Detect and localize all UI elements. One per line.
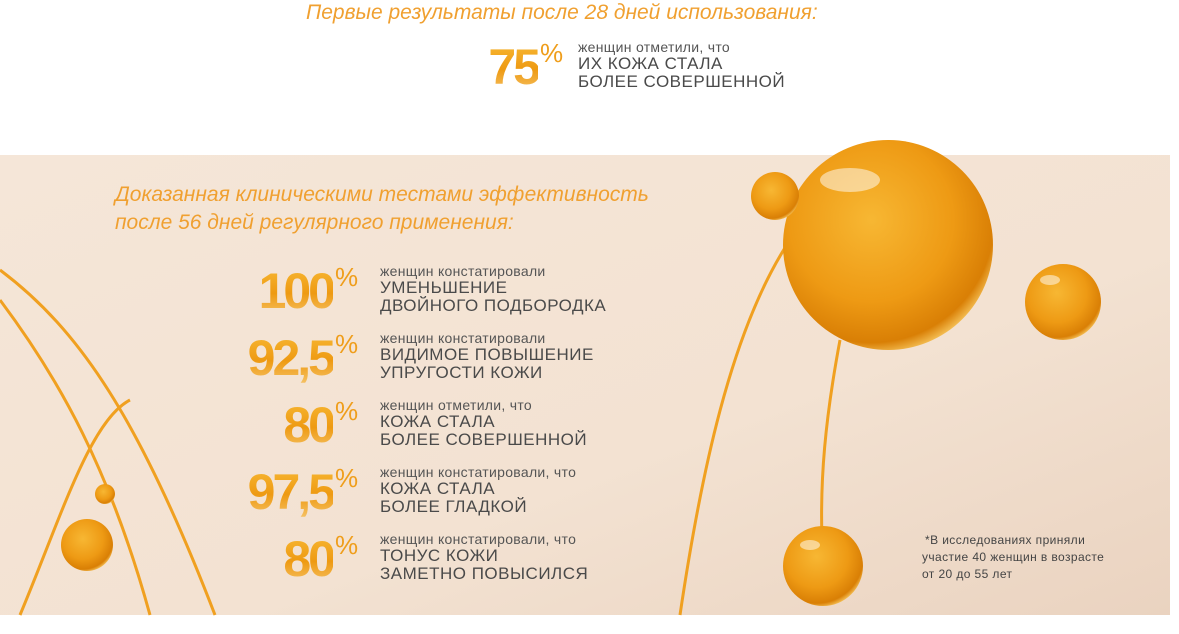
stat-unit: %	[335, 396, 359, 426]
stat-value: 80	[283, 397, 336, 453]
stat-line: ИХ КОЖА СТАЛА	[578, 54, 723, 73]
stat-line: ТОНУС КОЖИ	[380, 546, 499, 565]
stat-unit: %	[335, 463, 359, 493]
stat-line: УПРУГОСТИ КОЖИ	[380, 363, 543, 382]
stat-line: КОЖА СТАЛА	[380, 479, 496, 498]
stat-unit: %	[335, 329, 359, 359]
footnote: от 20 до 55 лет	[922, 567, 1013, 581]
stat-value: 80	[283, 531, 336, 587]
stat-lead: женщин констатировали, что	[380, 531, 577, 547]
stat-line: ДВОЙНОГО ПОДБОРОДКА	[380, 296, 607, 315]
footnote: участие 40 женщин в возрасте	[922, 550, 1105, 564]
stat-value: 92,5	[247, 330, 336, 386]
stat-lead: женщин констатировали	[380, 263, 546, 279]
stat-unit: %	[540, 38, 564, 68]
stat-value: 75	[488, 39, 541, 95]
stat-lead: женщин отметили, что	[578, 39, 731, 55]
stat-line: ЗАМЕТНО ПОВЫСИЛСЯ	[380, 564, 589, 583]
stat-unit: %	[335, 530, 359, 560]
stat-value: 100	[258, 263, 336, 319]
section-title: Доказанная клиническими тестами эффектив…	[115, 183, 649, 206]
stat-lead: женщин отметили, что	[380, 397, 533, 413]
stat-unit: %	[335, 262, 359, 292]
stat-value: 97,5	[247, 464, 336, 520]
footnote: *В исследованиях приняли	[925, 533, 1086, 547]
title: Первые результаты после 28 дней использо…	[306, 1, 818, 24]
stat-line: ВИДИМОЕ ПОВЫШЕНИЕ	[380, 345, 594, 364]
stat-lead: женщин констатировали	[380, 330, 546, 346]
stat-line: УМЕНЬШЕНИЕ	[380, 278, 508, 297]
stat-line: КОЖА СТАЛА	[380, 412, 496, 431]
stat-line: БОЛЕЕ СОВЕРШЕННОЙ	[380, 430, 588, 449]
stat-lead: женщин констатировали, что	[380, 464, 577, 480]
stat-line: БОЛЕЕ СОВЕРШЕННОЙ	[578, 72, 786, 91]
stat-line: БОЛЕЕ ГЛАДКОЙ	[380, 497, 528, 516]
section-title: после 56 дней регулярного применения:	[115, 211, 514, 234]
